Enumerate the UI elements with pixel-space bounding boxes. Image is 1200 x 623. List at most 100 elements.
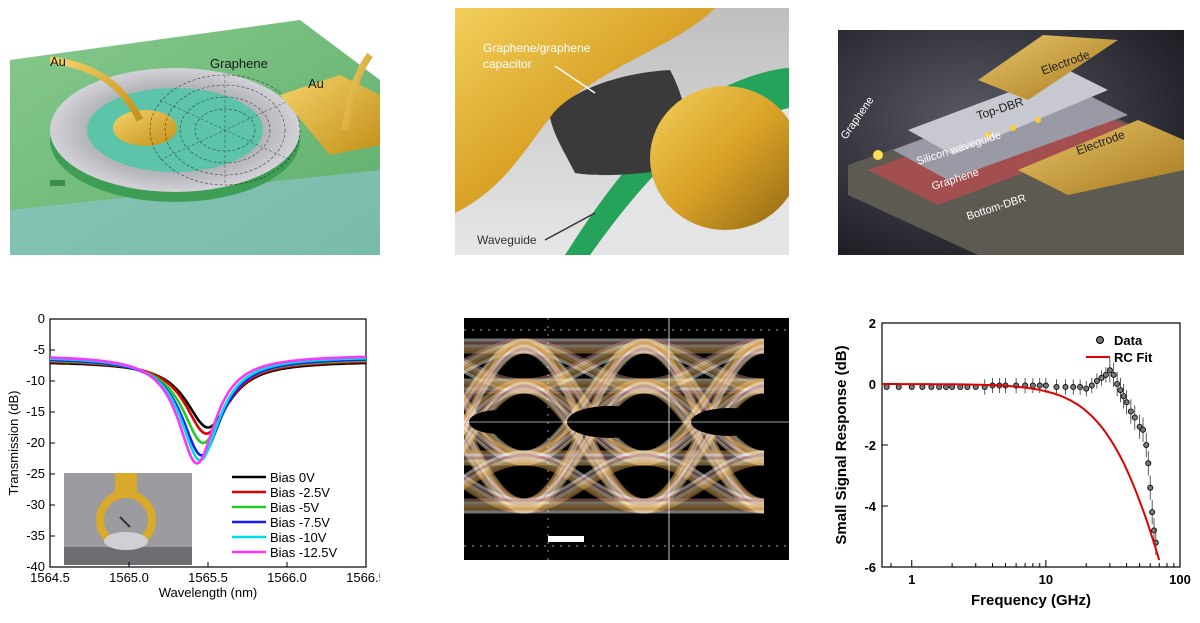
frequency-axes: 1 10 100 2 0 -2 -4 -6 Frequency (GHz) Small Signa… bbox=[833, 316, 1191, 609]
eye-trace bbox=[643, 456, 765, 508]
top-electrode bbox=[978, 35, 1118, 100]
eye-trace bbox=[523, 381, 645, 505]
eye-trace bbox=[523, 344, 645, 388]
capacitor-drawing: Graphene/graphene capacitor Waveguide bbox=[455, 8, 800, 255]
data-point bbox=[1114, 381, 1121, 388]
eye-trace bbox=[523, 450, 645, 502]
legend-label-data: Data bbox=[1114, 333, 1143, 348]
eye-trace bbox=[643, 453, 765, 505]
eye-trace bbox=[523, 338, 645, 382]
eye-trace bbox=[523, 378, 645, 502]
y-axis-label: Small Signal Response (dB) bbox=[833, 345, 850, 544]
y-tick-label: -25 bbox=[26, 466, 45, 481]
eye-trace bbox=[523, 459, 645, 511]
eye-trace bbox=[523, 341, 645, 385]
eye-trace bbox=[523, 344, 645, 460]
legend-label: Bias -5V bbox=[270, 500, 319, 515]
x-tick-label: 1566.0 bbox=[267, 570, 307, 585]
y-tick-label: -10 bbox=[26, 373, 45, 388]
eye-trace bbox=[643, 350, 765, 394]
data-point bbox=[1062, 384, 1069, 391]
data-point bbox=[1140, 426, 1147, 433]
frequency-chart-svg: 1 10 100 2 0 -2 -4 -6 Frequency (GHz) Small Signa… bbox=[833, 316, 1191, 609]
legend-label: Bias -7.5V bbox=[270, 515, 330, 530]
data-point bbox=[1036, 382, 1043, 389]
light-source-dot bbox=[873, 150, 883, 160]
x-tick-label: 1564.5 bbox=[30, 570, 70, 585]
eye-trace bbox=[523, 338, 645, 454]
transmission-curves bbox=[49, 355, 367, 465]
eye-trace bbox=[523, 347, 645, 463]
transmission-chart-svg: 1564.5 1565.0 1565.5 1566.0 1566.5 0 -5 -10 -15 -… bbox=[6, 311, 386, 600]
y-tick-label: -4 bbox=[864, 499, 876, 514]
eye-trace bbox=[643, 338, 765, 382]
top-dbr-block bbox=[908, 70, 1108, 155]
eye-trace bbox=[643, 341, 765, 385]
eye-trace bbox=[523, 450, 645, 502]
data-point bbox=[1042, 382, 1049, 389]
eye-trace bbox=[643, 387, 765, 511]
series-line-bias-5v bbox=[49, 359, 366, 445]
eye-trace bbox=[643, 462, 765, 514]
panel-c-dbr-illustration: Electrode Top-DBR Graphene Silicon waveg… bbox=[838, 30, 1184, 255]
label-waveguide: Waveguide bbox=[477, 233, 537, 247]
x-tick-label: 100 bbox=[1169, 572, 1191, 587]
data-point bbox=[1147, 484, 1154, 491]
eye-trace bbox=[523, 456, 645, 508]
substrate-edge-shape bbox=[10, 170, 380, 255]
eye-trace bbox=[523, 456, 645, 508]
eye-trace bbox=[523, 453, 645, 505]
eye-trace bbox=[523, 459, 645, 511]
eye-trace bbox=[643, 453, 765, 505]
x-axis-label: Wavelength (nm) bbox=[159, 585, 258, 600]
eye-trace bbox=[643, 459, 765, 511]
rc-fit-line bbox=[882, 383, 1161, 561]
legend-label: Bias -2.5V bbox=[270, 485, 330, 500]
x-tick-label: 1565.0 bbox=[109, 570, 149, 585]
label-capacitor-line2: capacitor bbox=[483, 57, 532, 71]
eye-trace bbox=[643, 390, 765, 514]
data-point bbox=[1093, 377, 1100, 384]
legend-label-rc: RC Fit bbox=[1114, 350, 1153, 365]
y-tick-label: -20 bbox=[26, 435, 45, 450]
transmission-axes: 1564.5 1565.0 1565.5 1566.0 1566.5 0 -5 -10 -15 -… bbox=[6, 311, 386, 600]
data-point bbox=[1083, 385, 1090, 392]
right-gold-wire bbox=[341, 52, 373, 131]
eye-trace bbox=[523, 347, 645, 391]
eye-trace bbox=[523, 344, 645, 388]
series-line-bias-0v bbox=[49, 361, 367, 429]
eye-trace bbox=[523, 344, 645, 460]
eye-scale-bar bbox=[548, 536, 584, 542]
glow-dot bbox=[1010, 125, 1016, 131]
eye-trace bbox=[643, 341, 765, 457]
eye-trace bbox=[643, 341, 765, 457]
eye-trace bbox=[523, 387, 645, 511]
y-tick-label: 0 bbox=[869, 377, 876, 392]
eye-trace bbox=[643, 347, 765, 463]
eye-trace bbox=[643, 347, 765, 391]
eye-trace bbox=[523, 387, 645, 511]
data-point bbox=[1117, 387, 1124, 394]
eye-trace bbox=[523, 381, 645, 505]
frequency-series bbox=[882, 358, 1161, 561]
data-point bbox=[1029, 382, 1036, 389]
y-tick-label: -30 bbox=[26, 497, 45, 512]
eye-trace bbox=[643, 344, 765, 460]
sem-inset-image bbox=[64, 473, 192, 565]
y-tick-label: -5 bbox=[33, 342, 45, 357]
eye-trace bbox=[523, 350, 645, 394]
top-gold-electrode bbox=[455, 8, 715, 213]
data-point bbox=[1149, 509, 1156, 516]
eye-trace bbox=[643, 347, 765, 463]
x-tick-label: 1 bbox=[908, 572, 915, 587]
panel-f-frequency-chart: 1 10 100 2 0 -2 -4 -6 Frequency (GHz) Small Signa… bbox=[830, 305, 1200, 618]
eye-trace bbox=[523, 384, 645, 508]
legend-marker-data bbox=[1096, 336, 1104, 344]
glow-dot bbox=[985, 132, 991, 138]
label-capacitor-line1: Graphene/graphene bbox=[483, 41, 591, 55]
data-point bbox=[1120, 393, 1127, 400]
eye-trace bbox=[523, 341, 645, 385]
eye-trace bbox=[643, 338, 765, 454]
eye-trace bbox=[523, 350, 645, 466]
